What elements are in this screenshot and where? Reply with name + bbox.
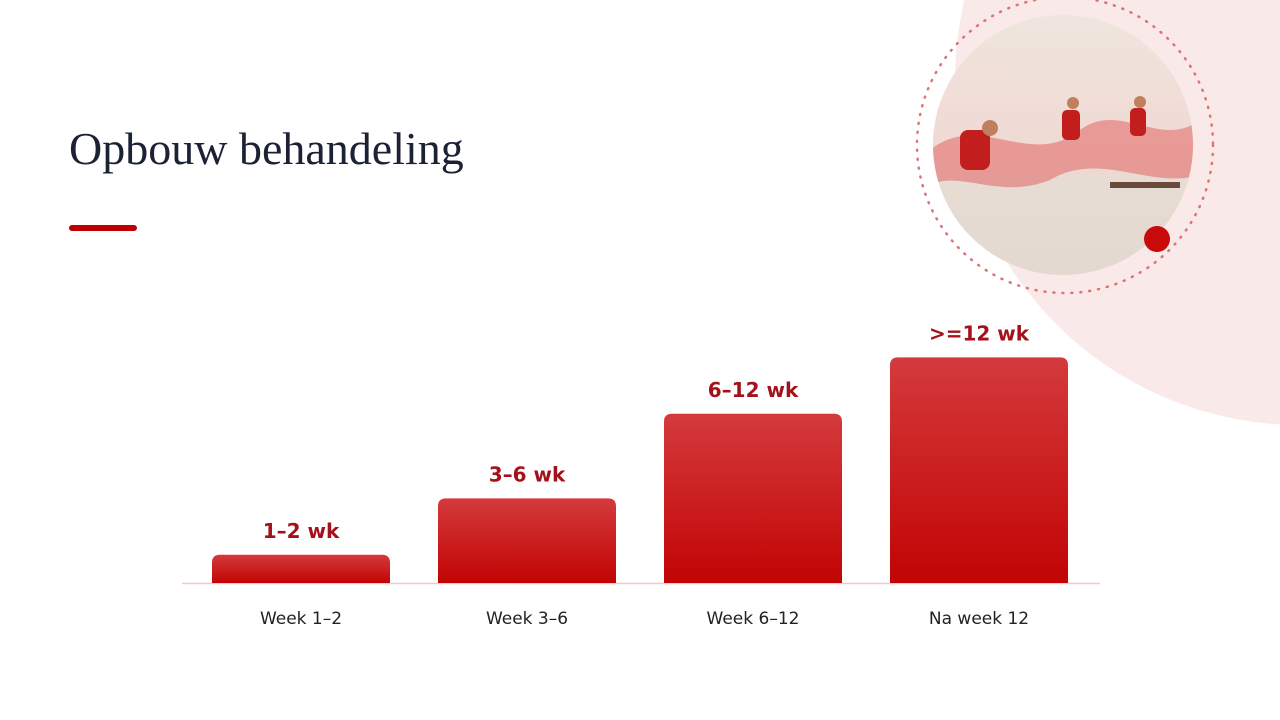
bar — [212, 554, 390, 583]
title-underline — [69, 225, 137, 231]
bar-annotation: 3–6 wk — [489, 462, 566, 486]
bar-annotation: 1–2 wk — [263, 519, 340, 543]
chart-title: Opbouw behandeling — [69, 123, 464, 174]
bar-annotation: 6–12 wk — [708, 378, 799, 402]
bar — [438, 498, 616, 583]
x-tick-label: Week 1–2 — [260, 609, 342, 629]
bar — [890, 357, 1068, 583]
bar — [664, 413, 842, 583]
x-tick-label: Na week 12 — [929, 609, 1029, 629]
x-tick-label: Week 6–12 — [707, 609, 800, 629]
dotted-ring — [915, 0, 1215, 295]
bar-annotation: >=12 wk — [929, 321, 1030, 345]
x-tick-label: Week 3–6 — [486, 609, 568, 629]
accent-dot — [1144, 226, 1170, 252]
